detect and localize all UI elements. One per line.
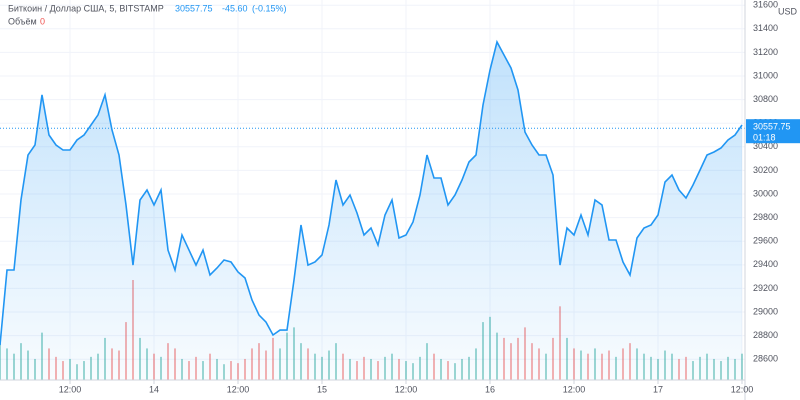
y-tick-label: 30800 bbox=[753, 94, 778, 104]
y-tick-label: 31000 bbox=[753, 70, 778, 80]
area-fill bbox=[0, 42, 742, 380]
change: -45.60 bbox=[222, 3, 248, 13]
last-price: 30557.75 bbox=[175, 3, 213, 13]
title: Биткоин / Доллар США, 5, BITSTAMP bbox=[8, 3, 164, 13]
volume-value: 0 bbox=[40, 16, 45, 26]
x-tick-label: 14 bbox=[149, 384, 159, 394]
y-tick-label: 28800 bbox=[753, 330, 778, 340]
y-tick-label: 29600 bbox=[753, 236, 778, 246]
plot bbox=[0, 39, 745, 380]
x-tick-label: 17 bbox=[653, 384, 663, 394]
y-tick-label: 29200 bbox=[753, 283, 778, 293]
price-tag bbox=[746, 119, 800, 144]
y-tick-label: 31600 bbox=[753, 0, 778, 10]
x-tick-label: 12:00 bbox=[563, 384, 586, 394]
y-tick-label: 30400 bbox=[753, 141, 778, 151]
y-tick-label: 29000 bbox=[753, 306, 778, 316]
change-pct: (-0.15%) bbox=[252, 3, 287, 13]
x-tick-label: 12:00 bbox=[227, 384, 250, 394]
x-tick-label: 12:00 bbox=[731, 384, 754, 394]
y-tick-label: 31200 bbox=[753, 47, 778, 57]
y-tick-label: 29800 bbox=[753, 212, 778, 222]
y-tick-label: 30200 bbox=[753, 165, 778, 175]
y-tick-label: 31400 bbox=[753, 23, 778, 33]
price-tag-countdown: 01:18 bbox=[753, 133, 776, 143]
price-line bbox=[0, 39, 743, 346]
y-tick-label: 30000 bbox=[753, 188, 778, 198]
currency: USD bbox=[778, 6, 798, 16]
x-tick-label: 15 bbox=[317, 384, 327, 394]
legend: Биткоин / Доллар США, 5, BITSTAMP 30557.… bbox=[8, 3, 798, 26]
y-tick-label: 29400 bbox=[753, 259, 778, 269]
volume-label: Объём bbox=[8, 16, 37, 26]
price-tag-value: 30557.75 bbox=[753, 122, 791, 132]
x-tick-label: 12:00 bbox=[59, 384, 82, 394]
x-tick-label: 12:00 bbox=[395, 384, 418, 394]
axes: 28600 28800 29000 29200 29400 29600 29800 30000… bbox=[0, 0, 778, 400]
y-tick-label: 28600 bbox=[753, 354, 778, 364]
x-tick-label: 16 bbox=[485, 384, 495, 394]
